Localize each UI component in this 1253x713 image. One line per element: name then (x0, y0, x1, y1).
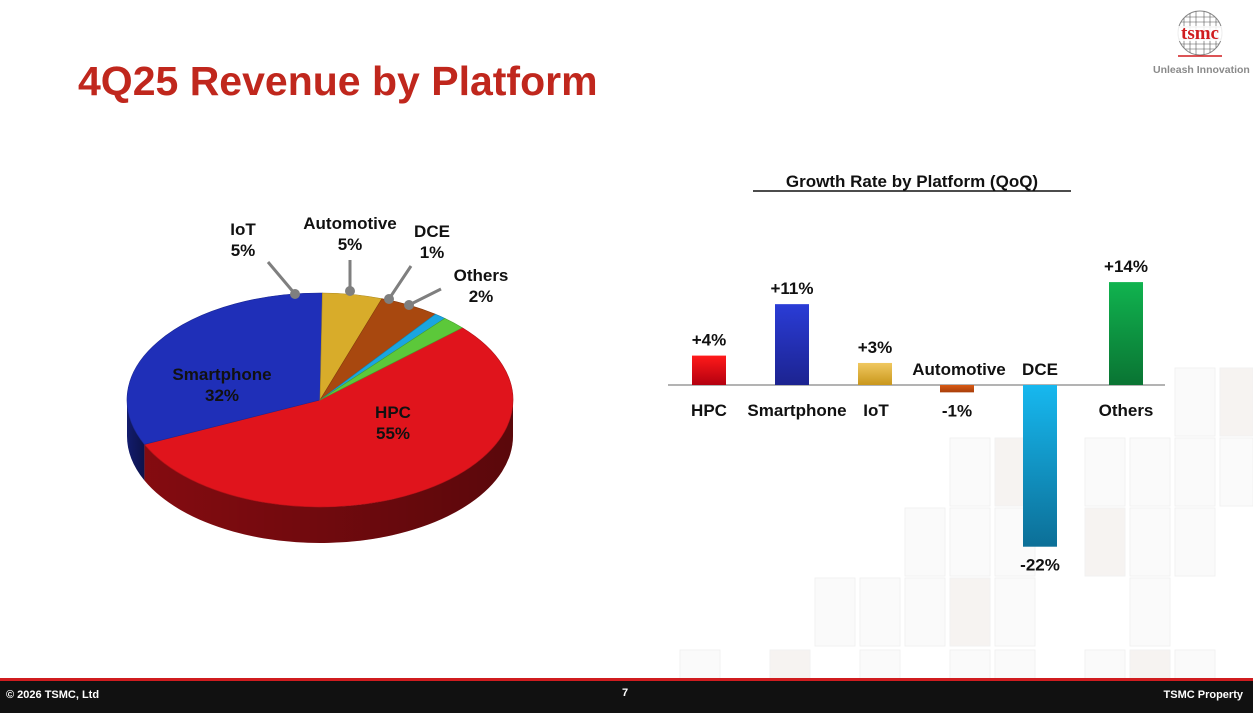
background-tile (679, 649, 721, 680)
background-tile (949, 437, 991, 507)
bar-automotive (940, 385, 974, 393)
bar-smartphone (775, 304, 809, 385)
background-tile (814, 577, 856, 647)
pie-side-shade-smartphone (127, 400, 145, 481)
leader-line-dce (387, 265, 413, 300)
revenue-pie-chart: HPC 55% Smartphone 32% IoT 5% Automotive 5% DCE 1… (126, 214, 514, 543)
background-tile (769, 649, 811, 680)
background-tile (1129, 649, 1171, 680)
bar-value-smartphone: +11% (770, 279, 813, 298)
pie-label-others: Others 2% (454, 266, 509, 306)
bar-category-iot: IoT (863, 401, 889, 420)
pie-label-hpc: HPC 55% (375, 403, 411, 443)
background-tile (949, 649, 991, 680)
background-tile (1174, 507, 1216, 577)
bar-dce (1023, 385, 1057, 547)
pie-category-iot: IoT (230, 220, 256, 239)
leader-dot-iot (290, 289, 300, 299)
background-tile (994, 649, 1036, 680)
background-tile (949, 507, 991, 577)
background-tile (859, 577, 901, 647)
page-number: 7 (622, 687, 629, 699)
leader-dot-dce (384, 294, 394, 304)
background-tile (1219, 367, 1253, 437)
copyright-text: © 2026 TSMC, Ltd (6, 689, 100, 701)
background-tile (1084, 507, 1126, 577)
background-tile-pattern (679, 367, 1253, 680)
pie-label-automotive: Automotive 5% (303, 214, 397, 254)
background-tile (1174, 437, 1216, 507)
background-tile (994, 577, 1036, 647)
pie-side-shade-hpc (144, 400, 513, 543)
background-tile (904, 577, 946, 647)
growth-bar-chart: Growth Rate by Platform (QoQ) +4% HPC +11%… (668, 172, 1165, 575)
bar-category-smartphone: Smartphone (747, 401, 846, 420)
pie-category-smartphone: Smartphone (172, 365, 271, 384)
background-tile (904, 507, 946, 577)
background-tile (1129, 437, 1171, 507)
pie-slice-smartphone (126, 292, 323, 445)
background-tile (1174, 367, 1216, 437)
pie-value-dce: 1% (420, 243, 445, 262)
pie-value-automotive: 5% (338, 235, 363, 254)
footer-bar: © 2026 TSMC, Ltd 7 TSMC Property (0, 678, 1253, 713)
pie-slice-hpc (143, 327, 514, 508)
pie-category-dce: DCE (414, 222, 450, 241)
bar-others (1109, 282, 1143, 385)
bar-value-dce: -22% (1020, 556, 1060, 575)
pie-value-smartphone: 32% (205, 386, 239, 405)
pie-category-automotive: Automotive (303, 214, 397, 233)
bar-value-hpc: +4% (692, 331, 727, 350)
tsmc-logo-text: tsmc (1181, 23, 1219, 44)
background-tile (1219, 437, 1253, 507)
tagline: Unleash Innovation (1153, 64, 1250, 76)
pie-value-others: 2% (469, 287, 494, 306)
leader-line-others (408, 287, 442, 307)
pie-value-hpc: 55% (376, 424, 410, 443)
background-tile (1129, 577, 1171, 647)
background-tile (1174, 649, 1216, 680)
pie-label-smartphone: Smartphone 32% (172, 365, 271, 405)
pie-value-iot: 5% (231, 241, 256, 260)
leader-dot-others (404, 300, 414, 310)
leader-dot-automotive (345, 286, 355, 296)
pie-category-hpc: HPC (375, 403, 411, 422)
background-tile (1084, 649, 1126, 680)
background-tile (1129, 507, 1171, 577)
bar-hpc (692, 355, 726, 385)
bar-category-hpc: HPC (691, 401, 727, 420)
slide-title: 4Q25 Revenue by Platform (78, 58, 598, 104)
pie-label-iot: IoT 5% (230, 220, 256, 260)
bar-value-others: +14% (1104, 257, 1148, 276)
bar-value-iot: +3% (858, 338, 893, 357)
background-tile (1084, 437, 1126, 507)
pie-slice-others (319, 318, 463, 401)
pie-label-dce: DCE 1% (414, 222, 450, 262)
background-tile (949, 577, 991, 647)
bar-category-automotive: Automotive (912, 360, 1006, 379)
background-tile (859, 649, 901, 680)
bar-category-others: Others (1099, 401, 1154, 420)
bar-chart-title: Growth Rate by Platform (QoQ) (786, 172, 1038, 191)
bar-iot (858, 362, 892, 385)
bar-category-dce: DCE (1022, 360, 1058, 379)
leader-line-iot (266, 261, 297, 295)
pie-category-others: Others (454, 266, 509, 285)
tsmc-logo: tsmc (1146, 4, 1253, 80)
bar-value-automotive: -1% (942, 401, 972, 420)
property-text: TSMC Property (1163, 689, 1243, 701)
